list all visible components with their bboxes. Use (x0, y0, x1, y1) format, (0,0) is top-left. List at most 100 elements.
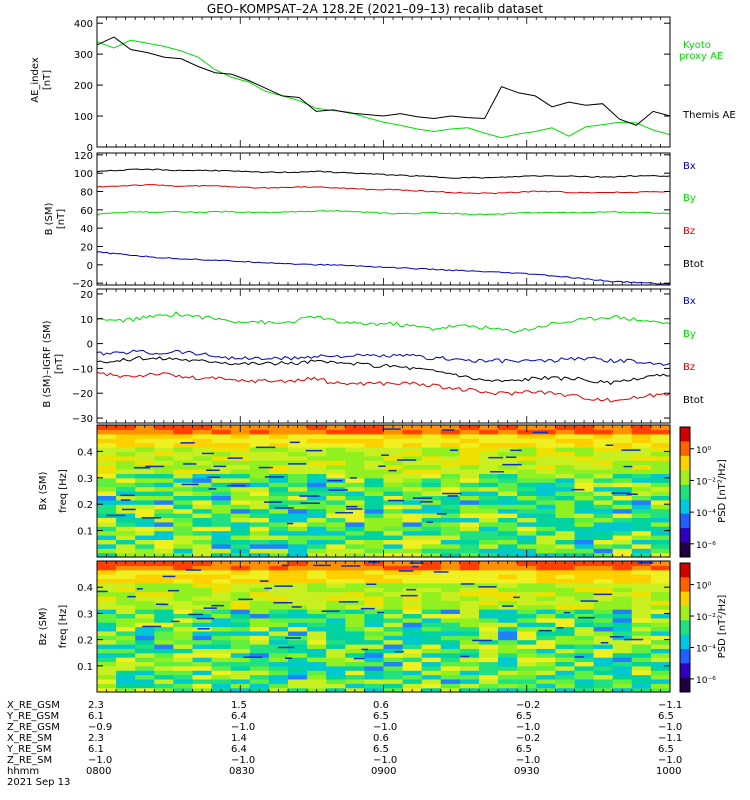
spectrogram-cell (612, 657, 633, 663)
spectrogram-cell (135, 486, 155, 492)
spectrogram-cell (135, 499, 155, 505)
spectrogram-cell (402, 521, 423, 527)
spectrogram-cell (574, 643, 595, 649)
spectrogram-cell (97, 587, 117, 593)
spectrogram-cell (307, 526, 327, 532)
spectrogram-cell (307, 530, 327, 536)
spectrogram-cell (631, 477, 652, 483)
spectrogram-cell (154, 643, 174, 649)
spectrogram-cell (345, 626, 365, 632)
spectrogram-streak (412, 565, 419, 568)
spectrogram-cell (173, 587, 194, 593)
spectrogram-cell (650, 548, 671, 554)
spectrogram-cell (421, 486, 442, 492)
spectrogram-streak (490, 471, 505, 473)
spectrogram-cell (268, 508, 289, 514)
spectrogram-cell (116, 600, 136, 606)
spectrogram-cell (288, 517, 308, 523)
spectrogram-cell (345, 652, 365, 658)
spectrogram-cell (326, 591, 346, 597)
spectrogram-streak (605, 444, 614, 446)
spectrogram-cell (307, 648, 327, 654)
spectrogram-streak (264, 587, 272, 590)
spectrogram-cell (307, 643, 327, 649)
spectrogram-cell (364, 657, 385, 663)
y-tick-label: −20 (72, 389, 93, 400)
spectrogram-cell (612, 504, 633, 510)
spectrogram-cell (135, 455, 155, 461)
spectrogram-cell (459, 513, 480, 518)
spectrogram-cell (97, 565, 117, 571)
spectrogram-cell (517, 447, 537, 452)
spectrogram-cell (288, 451, 308, 457)
spectrogram-cell (116, 635, 136, 641)
spectrogram-cell (498, 433, 518, 439)
spectrogram-cell (345, 486, 365, 492)
spectrogram-cell (268, 535, 289, 540)
spectrogram-cell (383, 482, 404, 488)
spectrogram-cell (440, 433, 461, 439)
spectrogram-cell (192, 491, 213, 496)
spectrogram-cell (498, 613, 518, 619)
spectrogram-cell (383, 657, 404, 663)
spectrogram-cell (574, 657, 595, 663)
spectrogram-cell (459, 670, 480, 676)
spectrogram-cell (440, 539, 461, 545)
spectrogram-cell (345, 639, 365, 645)
spectrogram-cell (326, 508, 346, 514)
spectrogram-cell (345, 482, 365, 488)
spectrogram-cell (249, 508, 270, 514)
spectrogram-cell (421, 442, 442, 448)
spectrogram-cell (479, 652, 499, 658)
spectrogram-cell (116, 613, 136, 619)
spectrogram-cell (288, 582, 308, 588)
spectrogram-cell (135, 548, 155, 554)
spectrogram-cell (307, 473, 327, 479)
spectrogram-cell (116, 499, 136, 505)
spectrogram-cell (307, 665, 327, 671)
spectrogram-cell (154, 491, 174, 496)
spectrogram-cell (479, 639, 499, 645)
spectrogram-cell (116, 548, 136, 554)
spectrogram-cell (173, 600, 194, 606)
spectrogram-streak (338, 601, 359, 603)
spectrogram-cell (612, 617, 633, 623)
spectrogram-cell (631, 447, 652, 452)
spectrogram-cell (440, 495, 461, 501)
spectrogram-cell (288, 661, 308, 667)
spectrogram-cell (288, 626, 308, 632)
spectrogram-cell (536, 504, 556, 510)
spectrogram-cell (593, 657, 614, 663)
spectrogram-cell (135, 491, 155, 496)
spectrogram-cell (536, 609, 556, 614)
spectrogram-cell (173, 582, 194, 588)
spectrogram-cell (459, 464, 480, 470)
spectrogram-cell (116, 491, 136, 496)
spectrogram-cell (383, 486, 404, 492)
spectrogram-cell (288, 613, 308, 619)
spectrogram-cell (459, 543, 480, 549)
spectrogram-cell (211, 569, 232, 575)
spectrogram-cell (249, 674, 270, 680)
spectrogram-cell (479, 460, 499, 466)
spectrogram-cell (211, 565, 232, 571)
spectrogram-cell (268, 622, 289, 628)
spectrogram-cell (383, 530, 404, 536)
spectrogram-cell (268, 513, 289, 518)
spectrogram-streak (626, 493, 638, 495)
colorbar-swatch (680, 484, 690, 500)
spectrogram-cell (612, 595, 633, 601)
spectrogram-cell (364, 674, 385, 680)
spectrogram-cell (230, 600, 251, 606)
spectrogram-cell (116, 582, 136, 588)
spectrogram-cell (536, 617, 556, 623)
spectrogram-cell (230, 499, 251, 505)
colorbar-tick-label: 10⁻⁴ (696, 644, 716, 654)
spectrogram-cell (479, 447, 499, 452)
spectrogram-cell (249, 486, 270, 492)
spectrogram-cell (135, 513, 155, 518)
spectrogram-cell (517, 600, 537, 606)
spectrogram-cell (383, 451, 404, 457)
spectrogram-cell (536, 574, 556, 580)
spectrogram-cell (440, 451, 461, 457)
